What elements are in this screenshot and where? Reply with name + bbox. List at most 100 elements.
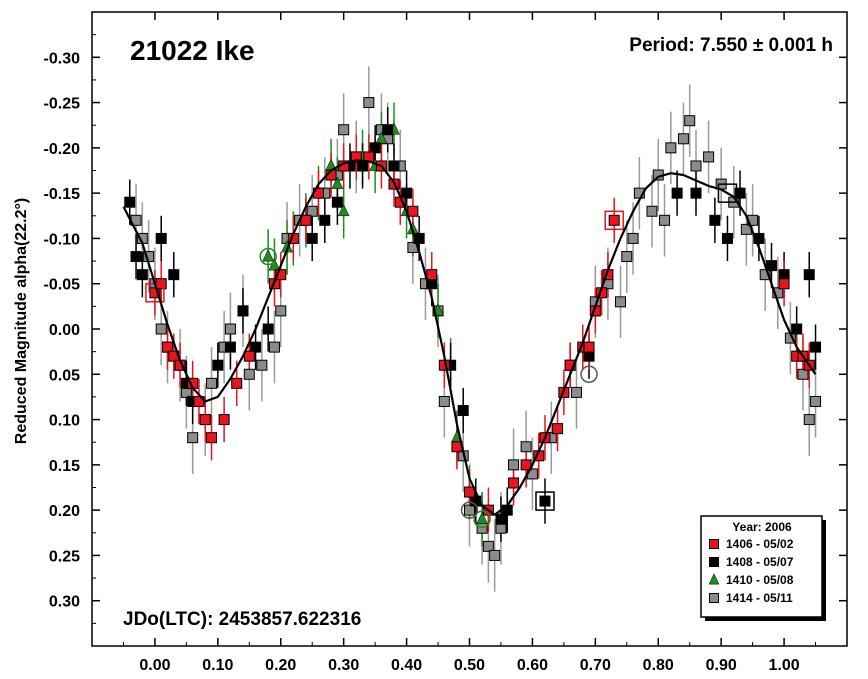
data-point [539, 495, 551, 507]
data-point [583, 350, 595, 362]
highlight-ring [259, 247, 277, 266]
data-point [382, 124, 394, 136]
x-tick-label: 1.00 [769, 657, 800, 674]
data-point [438, 395, 450, 407]
data-point [300, 214, 312, 226]
data-point [338, 124, 350, 136]
data-point [124, 196, 136, 208]
data-point [520, 459, 532, 471]
data-point [262, 249, 275, 262]
x-tick-label: 0.70 [580, 657, 611, 674]
data-point [810, 341, 822, 353]
data-point [495, 522, 507, 534]
y-tick-label: 0.00 [49, 322, 80, 339]
data-point [262, 323, 274, 335]
data-point [734, 187, 746, 199]
data-point [677, 133, 689, 145]
data-point [564, 359, 576, 371]
highlight-ring [473, 510, 491, 528]
y-tick-label: -0.05 [44, 277, 81, 294]
data-point [136, 269, 148, 281]
axes-layer: -0.30 -0.25 -0.20 -0.15 -0.10 -0.05 0.00 0.05 0.… [44, 11, 848, 674]
data-point [256, 359, 268, 371]
data-point [401, 187, 413, 199]
epoch-label: JDo(LTC): 2453857.622316 [123, 609, 361, 630]
data-point [583, 341, 595, 353]
y-tick-label: 0.10 [49, 413, 80, 430]
data-point [684, 115, 696, 127]
data-point [803, 269, 815, 281]
data-point [243, 350, 255, 362]
data-point [709, 214, 721, 226]
y-axis-label: Reduced Magnitude alpha(22.2°) [13, 198, 30, 444]
data-point [690, 160, 702, 172]
highlight-ring [460, 501, 479, 519]
y-tick-label: -0.30 [44, 50, 81, 67]
data-point [690, 187, 702, 199]
data-point [772, 287, 784, 299]
x-tick-label: 0.30 [328, 657, 359, 674]
data-point [608, 214, 620, 226]
data-point [357, 160, 369, 172]
data-point [206, 377, 218, 389]
data-point [350, 151, 362, 163]
y-tick-label: -0.10 [44, 231, 81, 248]
legend-entry-label: 1406 - 05/02 [726, 537, 794, 551]
x-tick-label: 0.90 [706, 657, 737, 674]
data-point [407, 205, 419, 217]
data-point [155, 323, 167, 335]
data-point [363, 97, 375, 109]
y-tick-label: 0.25 [49, 548, 80, 565]
data-point [337, 203, 350, 217]
data-point [218, 414, 230, 426]
data-point [155, 232, 167, 244]
legend-entry-label: 1410 - 05/08 [726, 573, 794, 587]
legend-entry-label: 1414 - 05/11 [726, 591, 793, 605]
legend: Year: 2006 1406 - 05/02 1408 - 05/07 1410 … [700, 515, 826, 621]
legend-entry-label: 1408 - 05/07 [726, 555, 794, 569]
data-point [275, 269, 287, 281]
data-point [703, 151, 715, 163]
data-point [250, 341, 262, 353]
highlight-box [604, 210, 624, 231]
data-point [476, 511, 488, 525]
data-point [212, 359, 224, 371]
data-point [206, 432, 218, 444]
data-points-layer [124, 66, 822, 592]
x-tick-label: 0.80 [643, 657, 674, 674]
data-point [375, 131, 388, 144]
data-point [457, 405, 469, 417]
data-point [810, 395, 822, 407]
data-point [149, 287, 161, 299]
legend-marker [709, 593, 719, 603]
legend-items: 1406 - 05/02 1408 - 05/07 1410 - 05/08 1414… [708, 537, 794, 605]
data-point [759, 269, 771, 281]
data-point [388, 160, 400, 172]
data-point [224, 323, 236, 335]
data-point [646, 205, 658, 217]
data-point [275, 305, 287, 317]
x-tick-label: 0.10 [202, 657, 233, 674]
period-label: Period: 7.550 ± 0.001 h [629, 35, 833, 56]
data-point [495, 513, 507, 525]
data-point [464, 486, 475, 498]
x-tick-label: 0.50 [454, 657, 485, 674]
data-point [162, 341, 173, 353]
data-point [306, 232, 318, 244]
y-tick-label: -0.15 [44, 186, 81, 203]
x-tick-label: 0.00 [139, 657, 170, 674]
y-tick-label: 0.30 [49, 594, 80, 611]
legend-marker [708, 573, 720, 585]
data-point [306, 205, 318, 217]
data-point [224, 341, 236, 353]
data-point [508, 477, 520, 489]
data-point [476, 522, 488, 534]
y-tick-label: 0.20 [49, 503, 80, 520]
fit-curve-layer [122, 159, 817, 516]
data-point [331, 196, 343, 208]
fit-curve [122, 159, 817, 516]
data-point [753, 232, 765, 244]
data-point [319, 214, 331, 226]
data-point [130, 251, 142, 263]
